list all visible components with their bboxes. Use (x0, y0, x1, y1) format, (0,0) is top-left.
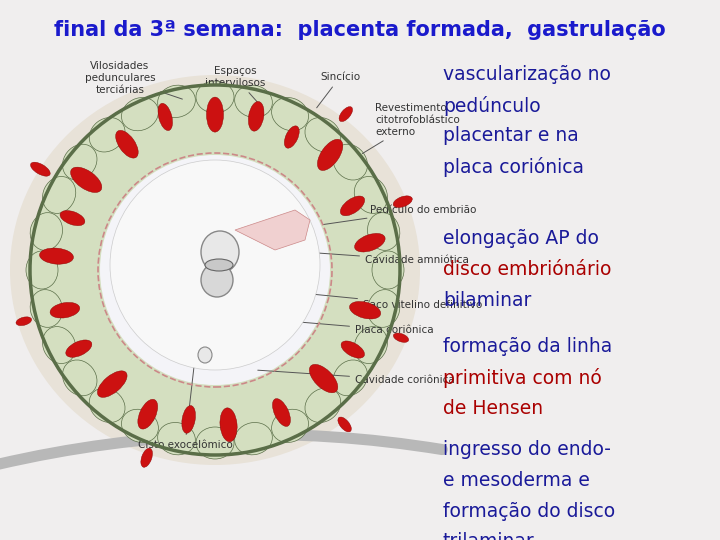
Ellipse shape (196, 427, 234, 459)
Ellipse shape (341, 196, 364, 216)
Ellipse shape (89, 118, 125, 152)
Ellipse shape (367, 289, 400, 327)
Ellipse shape (333, 360, 367, 396)
Ellipse shape (201, 231, 239, 273)
Text: Sincício: Sincício (317, 72, 360, 108)
Ellipse shape (341, 341, 364, 358)
Ellipse shape (63, 144, 97, 180)
Text: primitiva com nó: primitiva com nó (443, 368, 601, 388)
Ellipse shape (97, 371, 127, 397)
Ellipse shape (271, 409, 309, 442)
Ellipse shape (158, 85, 195, 118)
Ellipse shape (305, 118, 341, 152)
Ellipse shape (393, 196, 413, 207)
Ellipse shape (372, 251, 404, 289)
Ellipse shape (235, 85, 272, 118)
Text: Placa coriônica: Placa coriônica (278, 320, 433, 335)
Text: vascularização no: vascularização no (443, 65, 611, 84)
Ellipse shape (305, 388, 341, 422)
Ellipse shape (42, 327, 76, 363)
Text: Espaços
intervilosos: Espaços intervilosos (204, 66, 265, 103)
Ellipse shape (63, 360, 97, 396)
Ellipse shape (122, 409, 158, 442)
Ellipse shape (42, 177, 76, 213)
Ellipse shape (235, 422, 272, 455)
Text: Pedículo do embrião: Pedículo do embrião (323, 205, 477, 225)
Ellipse shape (196, 81, 234, 113)
Ellipse shape (349, 301, 381, 319)
Ellipse shape (30, 162, 50, 176)
Ellipse shape (110, 160, 320, 370)
Text: ingresso do endo-: ingresso do endo- (443, 440, 611, 459)
Ellipse shape (248, 102, 264, 131)
Ellipse shape (30, 85, 400, 455)
Text: Vilosidades
pedunculares
terciárias: Vilosidades pedunculares terciárias (85, 62, 182, 99)
Text: Cavidade coriônica: Cavidade coriônica (258, 370, 455, 385)
Ellipse shape (271, 98, 309, 131)
Text: elongação AP do: elongação AP do (443, 230, 598, 248)
Ellipse shape (333, 144, 367, 180)
Ellipse shape (284, 126, 300, 148)
Ellipse shape (122, 98, 158, 131)
FancyArrowPatch shape (0, 434, 442, 464)
Ellipse shape (198, 347, 212, 363)
Ellipse shape (10, 75, 420, 465)
Ellipse shape (393, 333, 409, 342)
Ellipse shape (310, 364, 338, 393)
Text: final da 3ª semana:  placenta formada,  gastrulação: final da 3ª semana: placenta formada, ga… (54, 20, 666, 40)
Text: Cisto exocelômico: Cisto exocelômico (138, 361, 233, 450)
Ellipse shape (367, 213, 400, 251)
Ellipse shape (158, 103, 173, 131)
Ellipse shape (338, 417, 351, 432)
Ellipse shape (60, 211, 85, 226)
Ellipse shape (318, 139, 343, 171)
Ellipse shape (207, 97, 223, 132)
Text: formação do disco: formação do disco (443, 502, 615, 521)
Text: bilaminar: bilaminar (443, 291, 531, 310)
Text: placa coriónica: placa coriónica (443, 157, 584, 177)
Ellipse shape (205, 259, 233, 271)
Ellipse shape (201, 263, 233, 297)
Ellipse shape (182, 406, 196, 433)
Text: de Hensen: de Hensen (443, 399, 543, 418)
Text: placentar e na: placentar e na (443, 126, 579, 145)
Ellipse shape (89, 388, 125, 422)
Text: disco embriónário: disco embriónário (443, 260, 611, 279)
Text: formação da linha: formação da linha (443, 338, 612, 356)
Text: trilaminar: trilaminar (443, 532, 534, 540)
Ellipse shape (71, 167, 102, 192)
Ellipse shape (66, 340, 92, 357)
Ellipse shape (30, 289, 63, 327)
Ellipse shape (30, 213, 63, 251)
Ellipse shape (220, 408, 237, 442)
Ellipse shape (354, 233, 385, 252)
Text: Cavidade amniótica: Cavidade amniótica (278, 250, 469, 265)
Ellipse shape (354, 177, 387, 213)
Ellipse shape (16, 317, 32, 326)
Ellipse shape (354, 327, 387, 363)
Ellipse shape (50, 302, 80, 318)
Ellipse shape (100, 155, 330, 385)
Ellipse shape (40, 248, 73, 264)
Ellipse shape (116, 130, 138, 158)
Ellipse shape (26, 251, 58, 289)
Ellipse shape (272, 399, 290, 427)
Ellipse shape (158, 422, 195, 455)
Ellipse shape (141, 448, 153, 467)
Ellipse shape (138, 399, 158, 429)
Ellipse shape (339, 106, 353, 122)
Polygon shape (235, 210, 310, 250)
Text: pedúnculo: pedúnculo (443, 96, 541, 116)
Text: e mesoderma e: e mesoderma e (443, 471, 590, 490)
Text: Revestimento
citotrofoblástico
externo: Revestimento citotrofoblástico externo (362, 103, 460, 153)
Text: Saco vitelino definitivo: Saco vitelino definitivo (273, 291, 482, 310)
